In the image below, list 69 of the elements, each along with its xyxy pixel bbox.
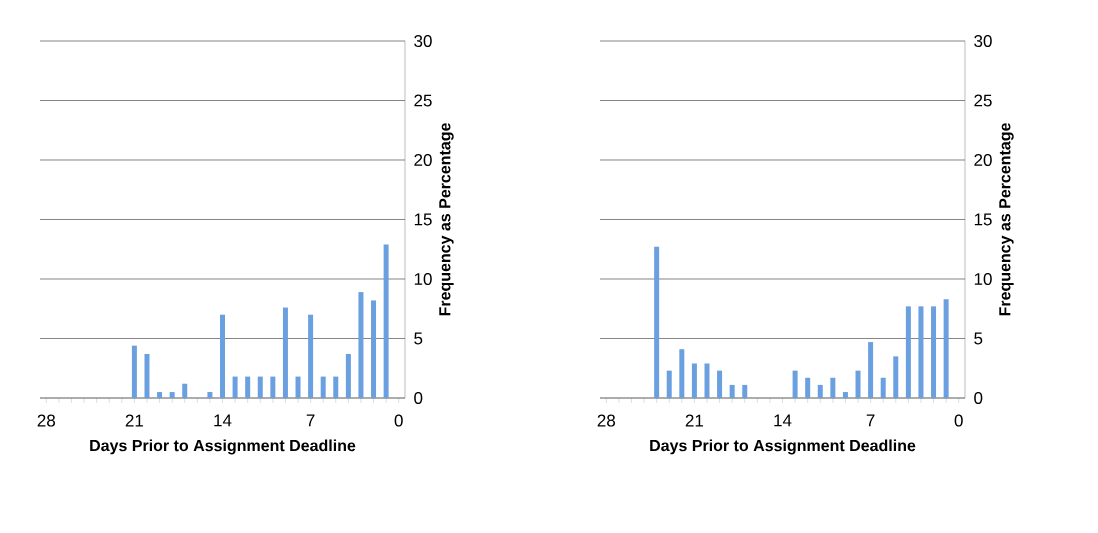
bar [308, 314, 314, 398]
bar [868, 342, 874, 398]
bar [169, 392, 175, 398]
y-tick-label: 5 [414, 332, 423, 345]
bar [679, 349, 685, 398]
bar [207, 392, 213, 398]
bar [855, 370, 861, 398]
bar [842, 392, 848, 398]
bar [282, 307, 288, 398]
bar [792, 370, 798, 398]
y-tick-label: 5 [974, 332, 983, 345]
bar [817, 384, 823, 398]
bar [371, 300, 377, 398]
y-axis-title: Frequency as Percentage [439, 123, 454, 316]
bar [943, 299, 949, 398]
bar [295, 376, 301, 398]
y-tick-label: 20 [974, 153, 992, 167]
bar [717, 370, 723, 398]
bar [320, 376, 326, 398]
y-tick-label: 15 [974, 213, 992, 226]
bar [893, 356, 899, 398]
y-tick-label: 20 [414, 153, 432, 167]
x-tick-label: 21 [125, 414, 144, 427]
bar [654, 246, 660, 398]
bar [918, 306, 924, 398]
bar [232, 376, 238, 398]
bar [182, 383, 188, 398]
x-tick-label: 0 [954, 414, 963, 427]
y-tick-label: 10 [974, 272, 992, 286]
y-tick-label: 10 [414, 272, 432, 286]
bar [333, 376, 339, 398]
bar [157, 392, 163, 398]
y-tick-label: 30 [974, 34, 992, 48]
bar [144, 353, 150, 398]
x-tick-label: 7 [306, 414, 315, 427]
bar [345, 353, 351, 398]
x-axis-title: Days Prior to Assignment Deadline [90, 439, 356, 455]
bar [704, 363, 710, 398]
bar [880, 377, 886, 398]
bar [830, 377, 836, 398]
bar [245, 376, 251, 398]
bar [931, 306, 937, 398]
bar [691, 363, 697, 398]
bar [220, 314, 225, 398]
x-tick-label: 7 [866, 414, 875, 427]
y-axis-title: Frequency as Percentage [999, 123, 1014, 316]
x-tick-label: 14 [214, 414, 232, 427]
bar [131, 345, 137, 398]
x-tick-label: 21 [685, 414, 704, 427]
x-tick-label: 28 [597, 414, 616, 427]
bar [742, 384, 748, 398]
bar [358, 292, 364, 398]
y-tick-label: 25 [974, 94, 992, 107]
x-tick-label: 28 [37, 414, 56, 427]
y-tick-label: 15 [414, 213, 432, 226]
bar [905, 306, 911, 398]
bar [383, 244, 389, 398]
y-tick-label: 30 [414, 34, 432, 48]
bar [270, 376, 276, 398]
y-tick-label: 0 [974, 391, 983, 405]
bar [729, 384, 735, 398]
y-tick-label: 0 [414, 391, 423, 405]
x-axis-title: Days Prior to Assignment Deadline [650, 439, 916, 455]
x-tick-label: 14 [774, 414, 792, 427]
y-tick-label: 25 [414, 94, 432, 107]
bar [666, 370, 672, 398]
bar [257, 376, 263, 398]
bar [805, 377, 811, 398]
x-tick-label: 0 [394, 414, 403, 427]
